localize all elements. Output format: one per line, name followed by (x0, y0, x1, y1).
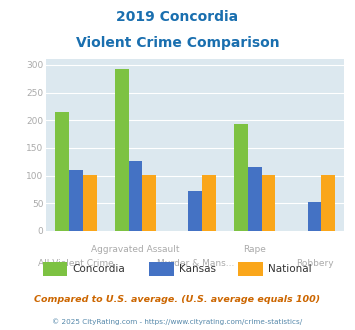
Bar (69, 170, 83, 231)
Text: © 2025 CityRating.com - https://www.cityrating.com/crime-statistics/: © 2025 CityRating.com - https://www.city… (53, 318, 302, 325)
Text: Kansas: Kansas (179, 264, 216, 274)
Text: Rape: Rape (244, 245, 266, 254)
Text: Robbery: Robbery (296, 259, 333, 268)
Text: Concordia: Concordia (73, 264, 126, 274)
Text: All Violent Crime: All Violent Crime (38, 259, 114, 268)
Bar (129, 161, 142, 231)
Bar (55, 112, 69, 231)
Bar (308, 202, 321, 231)
Bar (83, 175, 97, 231)
Text: Aggravated Assault: Aggravated Assault (91, 245, 180, 254)
Bar (202, 175, 216, 231)
Bar (142, 175, 156, 231)
Bar (115, 69, 129, 231)
Text: 2019 Concordia: 2019 Concordia (116, 10, 239, 24)
Text: Compared to U.S. average. (U.S. average equals 100): Compared to U.S. average. (U.S. average … (34, 295, 321, 304)
Text: Violent Crime Comparison: Violent Crime Comparison (76, 36, 279, 50)
Bar (189, 191, 202, 231)
Text: National: National (268, 264, 312, 274)
Bar (234, 124, 248, 231)
Text: Murder & Mans...: Murder & Mans... (157, 259, 234, 268)
Bar (321, 175, 335, 231)
Bar (248, 167, 262, 231)
Bar (262, 175, 275, 231)
